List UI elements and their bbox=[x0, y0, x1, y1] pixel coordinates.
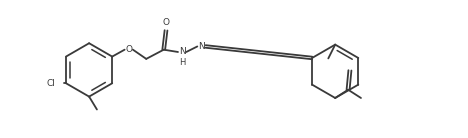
Text: N: N bbox=[198, 42, 205, 51]
Text: O: O bbox=[125, 45, 132, 54]
Text: Cl: Cl bbox=[47, 79, 56, 88]
Text: H: H bbox=[179, 58, 185, 67]
Text: N: N bbox=[179, 47, 185, 56]
Text: O: O bbox=[162, 18, 169, 27]
